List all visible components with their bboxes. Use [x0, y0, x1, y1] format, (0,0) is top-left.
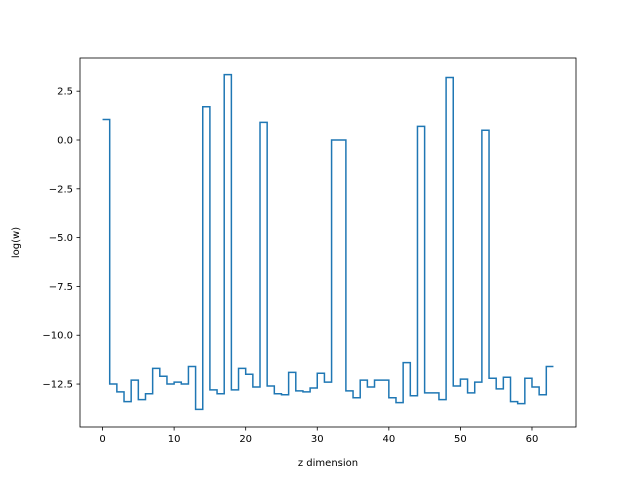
y-tick-label: −10.0: [42, 331, 73, 342]
x-tick-label: 50: [454, 434, 467, 445]
y-tick-label: −12.5: [42, 380, 73, 391]
x-axis-label: z dimension: [298, 458, 358, 469]
x-tick-label: 40: [382, 434, 395, 445]
x-tick-label: 0: [99, 434, 105, 445]
y-axis-label: log(w): [11, 227, 22, 258]
x-tick-label: 10: [168, 434, 181, 445]
x-tick-label: 30: [311, 434, 324, 445]
x-tick-label: 60: [526, 434, 539, 445]
y-tick-label: −7.5: [49, 282, 73, 293]
x-tick-label: 20: [239, 434, 252, 445]
y-axis-ticks: 2.5 0.0 −2.5 −5.0 −7.5 −10.0 −12.5: [42, 87, 80, 391]
y-tick-label: −2.5: [49, 184, 73, 195]
y-tick-label: 0.0: [57, 136, 73, 147]
y-tick-label: −5.0: [49, 233, 73, 244]
axes-frame: [79, 57, 577, 428]
y-tick-label: 2.5: [57, 87, 73, 98]
series-line: [102, 73, 554, 411]
x-axis-ticks: 0 10 20 30 40 50 60: [99, 427, 538, 445]
